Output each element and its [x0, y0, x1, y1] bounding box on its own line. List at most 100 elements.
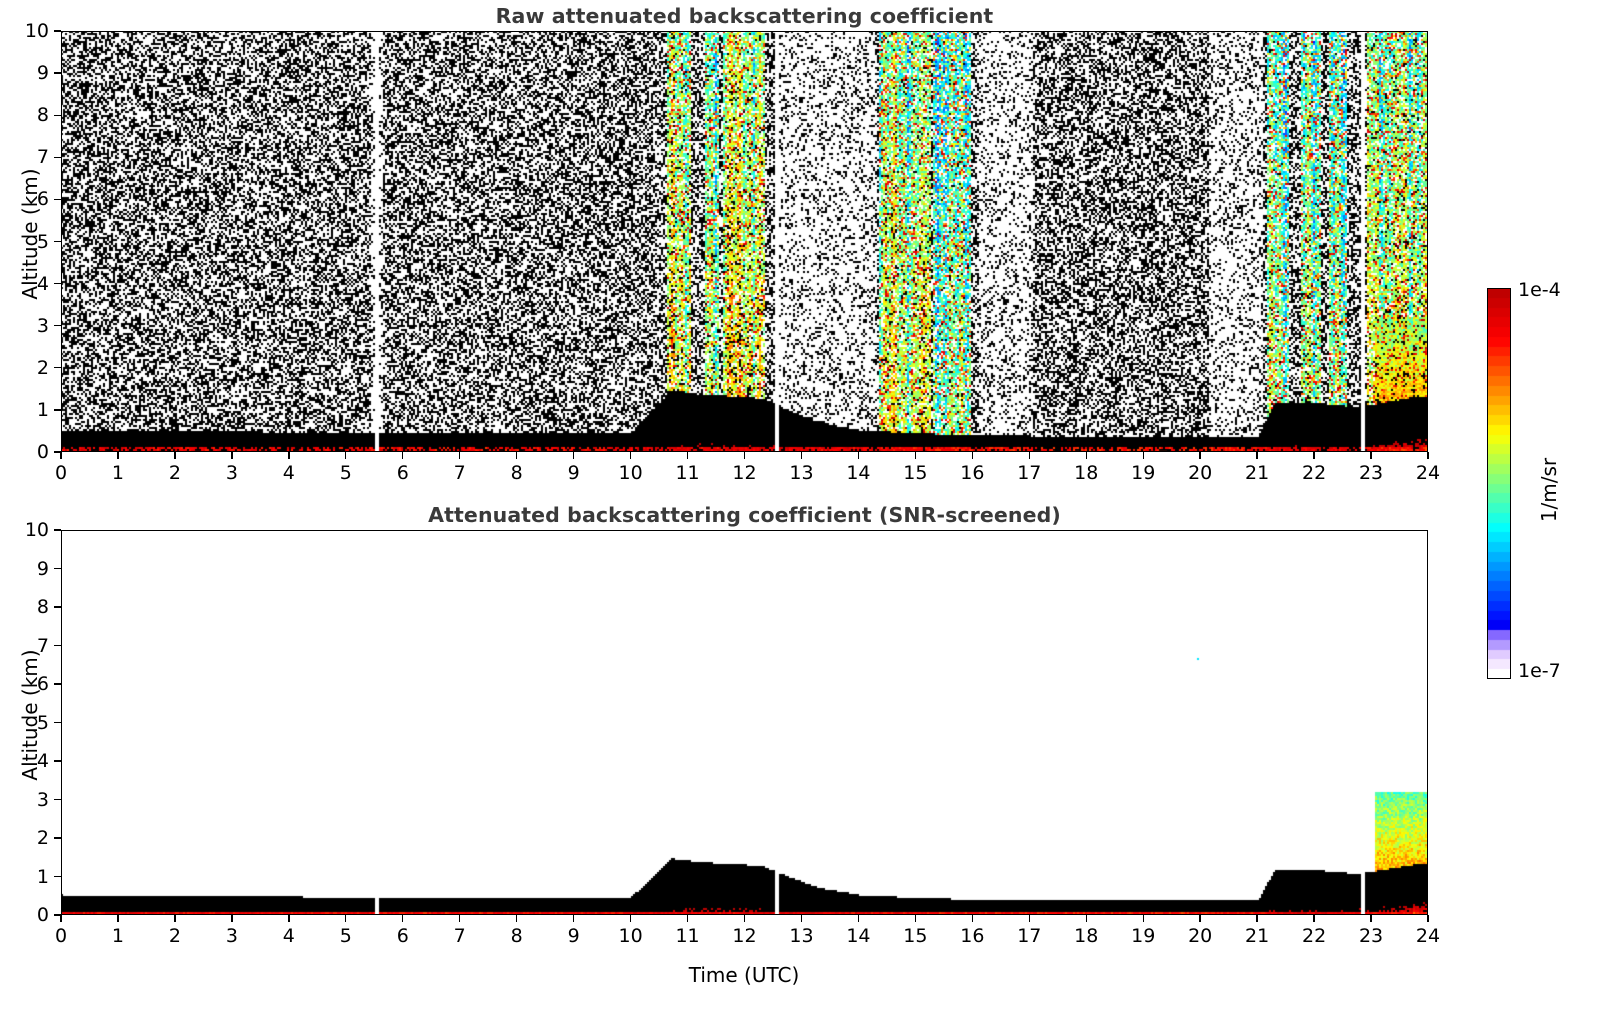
x-tick — [800, 915, 803, 922]
x-tick — [515, 452, 518, 459]
x-tick — [174, 915, 176, 922]
x-tick — [117, 452, 119, 459]
x-tick-label: 10 — [618, 462, 643, 484]
x-tick — [1199, 915, 1201, 922]
x-tick-label: 2 — [168, 462, 181, 484]
x-tick-label: 12 — [732, 925, 757, 947]
x-tick — [857, 915, 860, 922]
y-tick-label: 9 — [36, 557, 49, 580]
x-tick — [459, 915, 461, 922]
x-tick — [800, 452, 803, 459]
y-tick-label: 5 — [36, 711, 49, 734]
x-tick-label: 22 — [1301, 462, 1327, 484]
x-tick — [572, 915, 575, 922]
x-tick-label: 5 — [339, 462, 352, 484]
x-tick-label: 21 — [1245, 462, 1270, 484]
x-tick — [231, 452, 233, 459]
y-tick — [54, 325, 61, 327]
x-tick — [515, 915, 518, 922]
y-tick-label: 2 — [36, 356, 49, 379]
y-tick-label: 2 — [36, 827, 49, 849]
y-tick-label: 4 — [36, 750, 49, 772]
x-tick-label: 17 — [1017, 925, 1042, 947]
y-tick-label: 7 — [36, 146, 49, 169]
x-tick — [1256, 452, 1258, 459]
y-tick — [54, 875, 61, 878]
y-tick — [54, 409, 61, 411]
y-tick-label: 9 — [36, 62, 49, 85]
x-tick-label: 4 — [282, 925, 295, 947]
x-tick-label: 11 — [675, 925, 700, 947]
panel-title-raw: Raw attenuated backscattering coefficien… — [495, 4, 994, 28]
x-tick — [914, 915, 917, 922]
colorbar-gradient — [1487, 288, 1511, 679]
y-tick-label: 0 — [36, 904, 49, 926]
x-tick-label: 17 — [1017, 462, 1042, 484]
colorbar — [1487, 288, 1511, 679]
x-tick-label: 8 — [510, 462, 523, 484]
x-tick-label: 15 — [903, 462, 928, 484]
x-tick — [743, 452, 746, 459]
x-tick-label: 16 — [960, 925, 985, 947]
x-tick — [60, 452, 62, 459]
x-tick — [1256, 915, 1258, 922]
y-tick-label: 8 — [36, 596, 49, 618]
y-tick — [54, 567, 61, 570]
x-tick-label: 19 — [1131, 462, 1156, 484]
y-axis-title-raw: Altitude (km) — [18, 168, 42, 300]
x-tick — [1085, 915, 1087, 922]
y-tick — [54, 240, 61, 243]
x-tick — [231, 915, 233, 922]
x-tick-label: 1 — [111, 925, 124, 947]
x-tick-label: 11 — [675, 462, 700, 484]
x-tick — [1028, 915, 1030, 922]
x-tick — [572, 452, 575, 459]
y-tick — [54, 72, 61, 74]
y-tick — [54, 30, 61, 32]
y-tick-label: 1 — [36, 865, 49, 888]
x-tick-label: 22 — [1301, 925, 1327, 947]
y-tick-label: 6 — [36, 673, 49, 695]
x-tick — [1370, 915, 1372, 922]
y-tick — [54, 114, 61, 116]
x-tick-label: 24 — [1415, 925, 1441, 947]
x-tick — [1313, 915, 1315, 922]
x-tick — [60, 915, 62, 922]
y-tick-label: 5 — [36, 230, 49, 253]
x-tick-label: 15 — [903, 925, 928, 947]
x-tick — [1427, 452, 1429, 459]
x-tick-label: 0 — [54, 462, 68, 484]
x-tick-label: 13 — [789, 925, 814, 947]
plot-raw-backscatter — [61, 31, 1428, 452]
panel-title-screened: Attenuated backscattering coefficient (S… — [428, 503, 1061, 527]
y-tick — [54, 529, 61, 531]
y-tick-label: 6 — [36, 188, 49, 211]
x-tick — [971, 915, 974, 922]
x-tick-label: 6 — [396, 925, 409, 947]
x-tick-label: 18 — [1074, 925, 1099, 947]
x-tick — [686, 452, 689, 459]
x-tick-label: 24 — [1415, 462, 1441, 484]
x-tick-label: 0 — [54, 925, 68, 947]
x-tick — [345, 915, 347, 922]
y-axis-title-screened: Altitude (km) — [18, 649, 42, 781]
x-tick — [629, 915, 632, 922]
x-tick-label: 6 — [396, 462, 409, 484]
x-tick — [1028, 452, 1030, 459]
y-tick — [54, 282, 61, 285]
y-tick — [54, 367, 61, 369]
y-tick — [54, 683, 61, 685]
y-tick — [54, 914, 61, 916]
y-tick-label: 3 — [36, 314, 49, 337]
x-axis-title: Time (UTC) — [688, 963, 800, 987]
x-tick — [288, 452, 290, 459]
y-tick-label: 10 — [24, 20, 49, 42]
y-tick — [54, 721, 61, 724]
x-tick-label: 1 — [111, 462, 124, 484]
x-tick-label: 13 — [789, 462, 814, 484]
x-tick-label: 10 — [618, 925, 643, 947]
x-tick — [117, 915, 119, 922]
y-tick — [54, 606, 61, 608]
plot-screened-backscatter — [61, 530, 1428, 915]
